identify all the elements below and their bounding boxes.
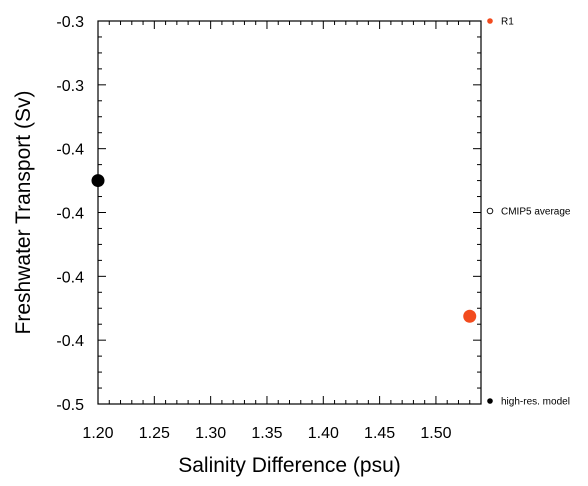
axis-ticks [97, 20, 482, 405]
legend: R1 CMIP5 average high-res. model [486, 17, 571, 408]
x-tick-label: 1.40 [308, 425, 339, 442]
x-tick-label: 1.35 [251, 425, 282, 442]
y-tick-label: -0.4 [56, 142, 84, 159]
x-tick-label: 1.45 [364, 425, 395, 442]
legend-marker [486, 207, 494, 215]
y-tick-label: -0.3 [56, 14, 84, 31]
y-tick-label: -0.3 [56, 78, 84, 95]
y-tick-label: -0.4 [56, 206, 84, 223]
y-axis-title: Freshwater Transport (Sv) [12, 91, 35, 335]
x-tick-label: 1.20 [82, 425, 113, 442]
x-axis-title: Salinity Difference (psu) [178, 454, 401, 477]
legend-label: high-res. model [501, 397, 570, 408]
plot-frame [97, 20, 482, 405]
legend-marker [487, 18, 493, 24]
y-tick-label: -0.5 [56, 397, 84, 414]
y-tick-label: -0.4 [56, 269, 84, 286]
x-tick-labels: 1.20 1.25 1.30 1.35 1.40 1.45 1.50 [82, 425, 451, 442]
data-points [91, 174, 477, 323]
y-tick-labels: -0.3 -0.3 -0.4 -0.4 -0.4 -0.4 -0.5 [56, 14, 84, 414]
legend-label: CMIP5 average [501, 207, 571, 218]
data-point [91, 174, 105, 188]
legend-label: R1 [501, 17, 514, 28]
data-point [463, 309, 477, 323]
x-tick-label: 1.30 [195, 425, 226, 442]
x-tick-label: 1.25 [139, 425, 170, 442]
y-tick-label: -0.4 [56, 333, 84, 350]
x-tick-label: 1.50 [420, 425, 451, 442]
legend-marker [487, 398, 493, 404]
